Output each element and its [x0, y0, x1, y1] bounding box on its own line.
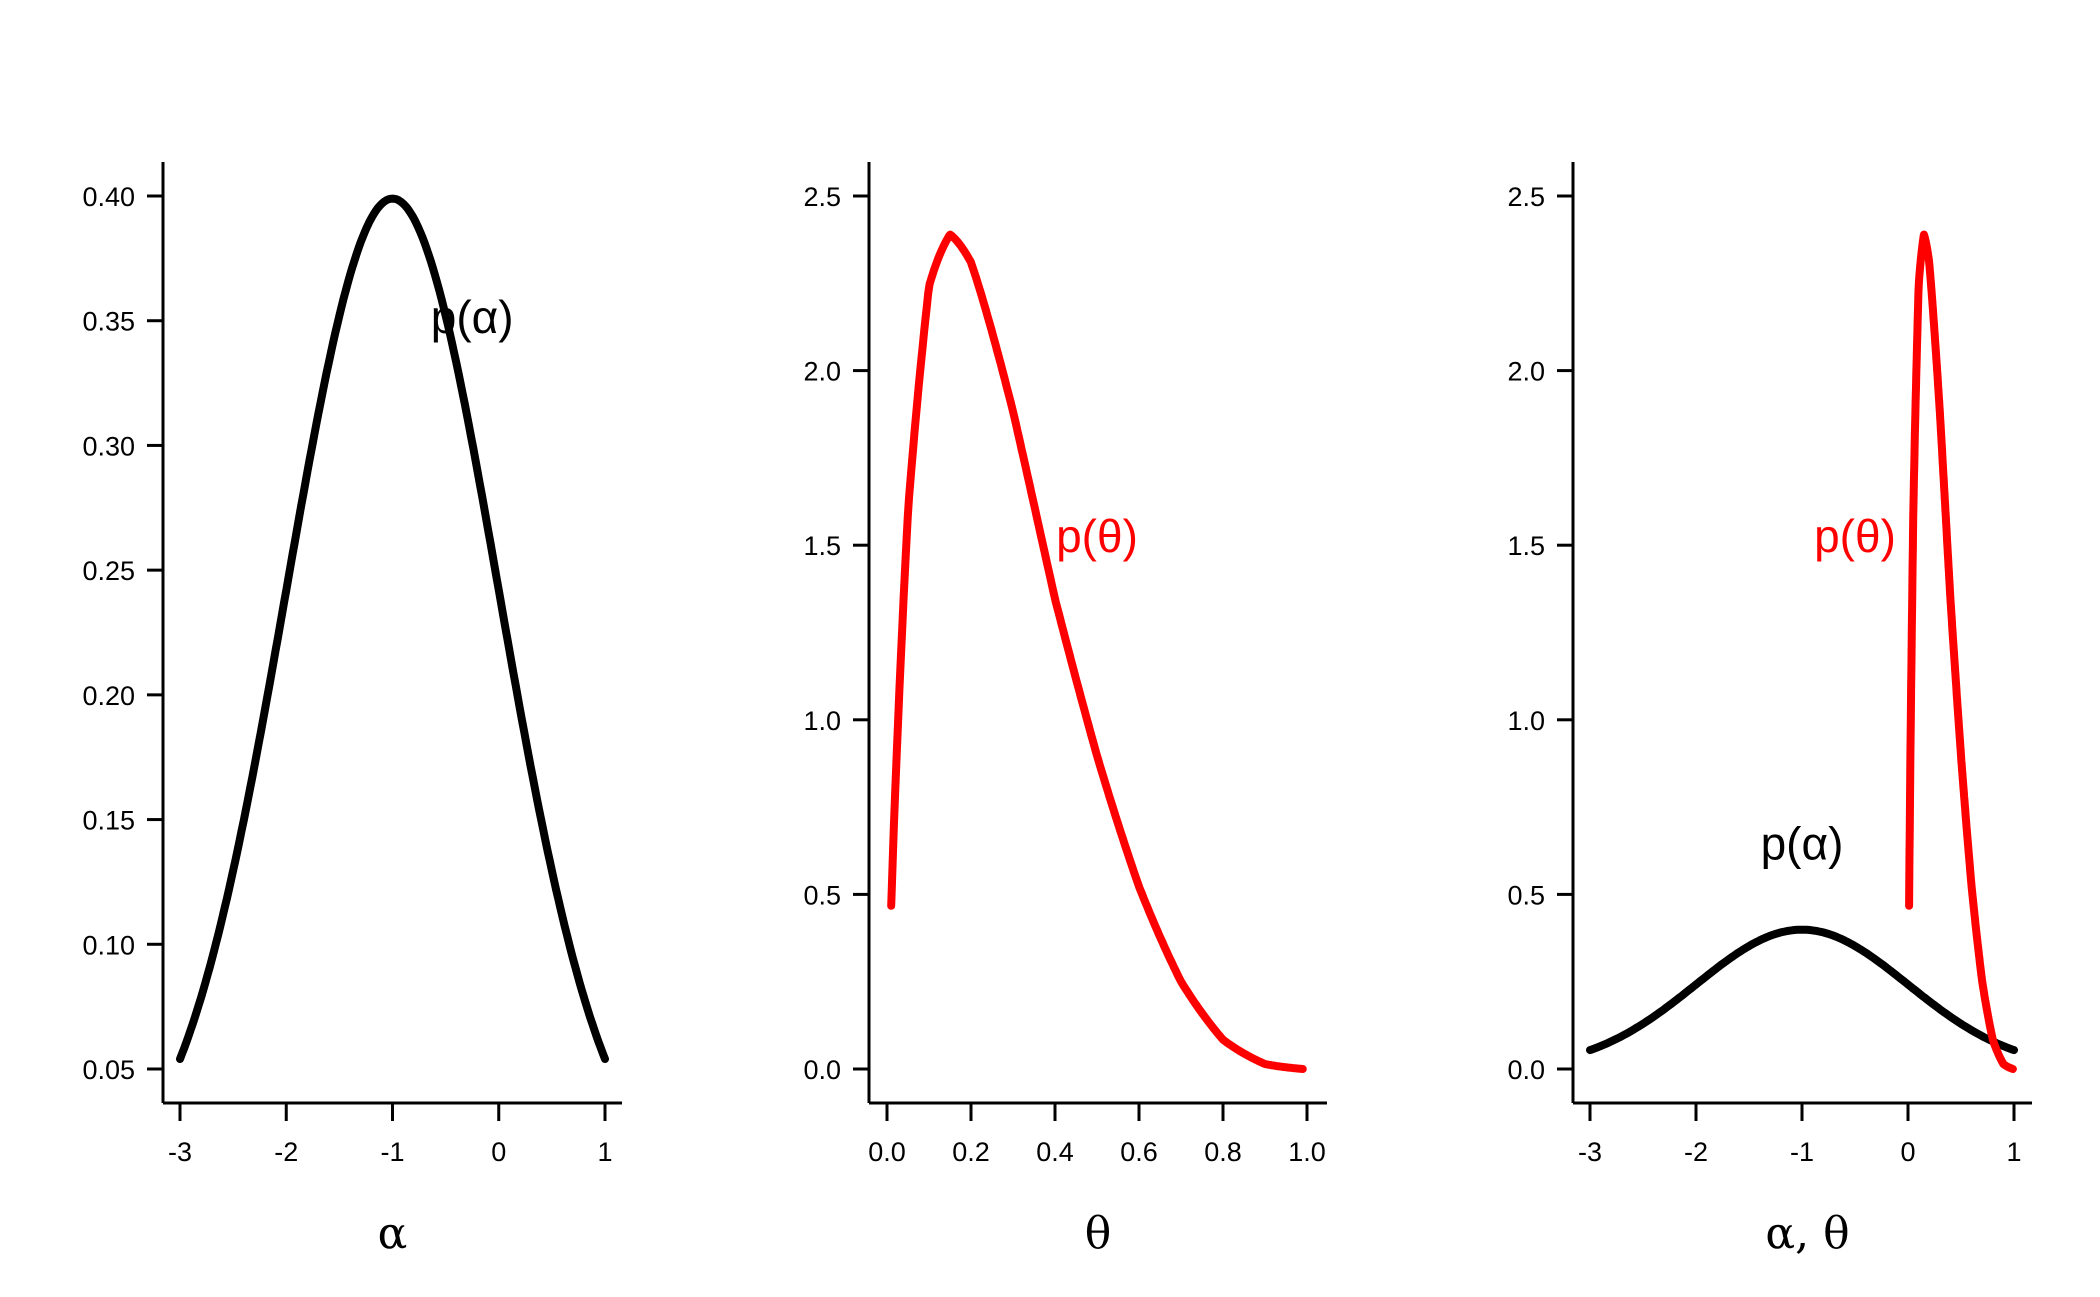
y-tick-label: 0.10	[82, 930, 135, 960]
y-tick-label: 2.0	[803, 357, 841, 387]
y-tick-label: 2.0	[1507, 357, 1545, 387]
series-label: p(θ)	[1814, 510, 1896, 562]
series-line-1	[176, 194, 609, 1063]
y-tick-label: 2.5	[803, 182, 841, 212]
x-tick-label: -1	[380, 1137, 404, 1167]
y-tick-label: 0.40	[82, 182, 135, 212]
x-tick-label: 0.8	[1204, 1137, 1242, 1167]
x-tick-label: -3	[168, 1137, 192, 1167]
x-axis-title: θ	[1085, 1208, 1112, 1259]
y-tick-label: 1.0	[1507, 706, 1545, 736]
y-tick-label: 0.5	[1507, 880, 1545, 910]
y-tick-label: 0.30	[82, 431, 135, 461]
x-tick-label: 1	[2006, 1137, 2021, 1167]
x-axis-title: α	[378, 1208, 408, 1259]
y-tick-label: 1.5	[1507, 531, 1545, 561]
x-tick-label: 0.6	[1120, 1137, 1158, 1167]
x-tick-label: 0	[491, 1137, 506, 1167]
y-tick-label: 0.35	[82, 307, 135, 337]
series-label: p(α)	[1761, 817, 1844, 869]
x-tick-label: -3	[1578, 1137, 1602, 1167]
series-line-1	[887, 230, 1307, 1073]
x-tick-label: -2	[1684, 1137, 1708, 1167]
panel-2: 0.0 0.5 1.0 1.5 2.0 2.5 0.0 0.2 0.4 0.6 0.8 1.0 θ p(θ…	[803, 162, 1327, 1259]
series-line-2	[1905, 230, 2017, 1073]
series-label: p(θ)	[1056, 510, 1138, 562]
x-tick-label: -1	[1790, 1137, 1814, 1167]
x-tick-label: 0	[1900, 1137, 1915, 1167]
y-tick-label: 0.20	[82, 681, 135, 711]
y-tick-label: 0.5	[803, 880, 841, 910]
panel-3: 0.0 0.5 1.0 1.5 2.0 2.5 -3 -2 -1 0 1 α, θ p(α) p(θ)	[1507, 162, 2032, 1259]
series-label: p(α)	[431, 291, 514, 343]
y-tick-label: 0.25	[82, 556, 135, 586]
x-tick-label: -2	[274, 1137, 298, 1167]
y-tick-label: 0.0	[1507, 1055, 1545, 1085]
x-tick-label: 0.4	[1036, 1137, 1074, 1167]
x-tick-label: 0.2	[952, 1137, 990, 1167]
series-line-1	[1586, 925, 2018, 1055]
panel-1: 0.05 0.10 0.15 0.20 0.25 0.30 0.35 0.40 -3 -2 -1 0 1…	[82, 162, 622, 1259]
x-tick-label: 1	[597, 1137, 612, 1167]
y-tick-label: 0.15	[82, 806, 135, 836]
y-tick-label: 0.0	[803, 1055, 841, 1085]
y-tick-label: 0.05	[82, 1055, 135, 1085]
x-tick-label: 0.0	[868, 1137, 906, 1167]
x-axis-title: α, θ	[1765, 1208, 1849, 1259]
x-tick-label: 1.0	[1288, 1137, 1326, 1167]
y-tick-label: 1.0	[803, 706, 841, 736]
y-tick-label: 2.5	[1507, 182, 1545, 212]
y-tick-label: 1.5	[803, 531, 841, 561]
